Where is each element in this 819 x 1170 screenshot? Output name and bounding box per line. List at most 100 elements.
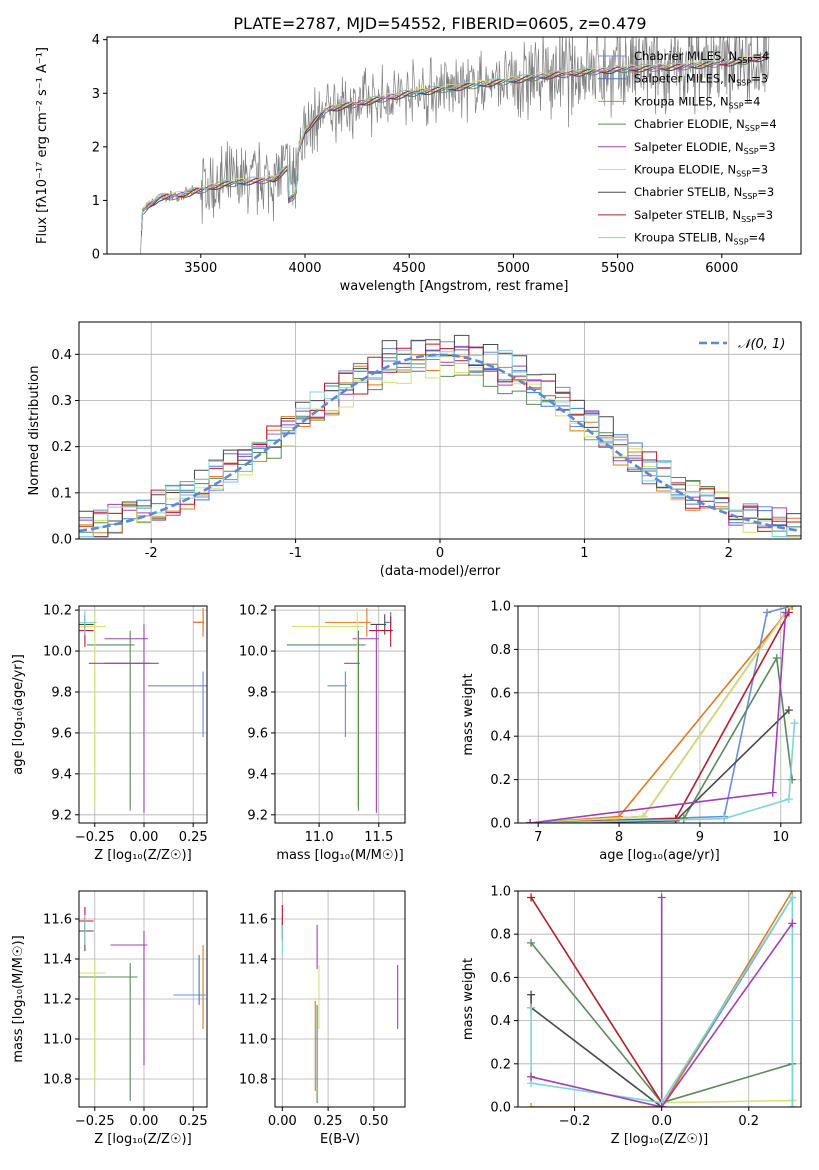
y-tick-label: 0.4: [51, 348, 72, 363]
y-axis-label: mass weight: [461, 958, 476, 1040]
x-tick-label: −0.25: [75, 1114, 115, 1129]
cumulative-marker: [763, 608, 772, 617]
legend-label: Chabrier STELIB, NSSP=3: [634, 185, 774, 201]
x-tick-label: 2: [725, 546, 733, 561]
cumulative-marker: [527, 893, 536, 902]
y-tick-label: 0.8: [490, 928, 511, 943]
cumulative-marker: [784, 706, 793, 715]
x-axis-label: mass [log₁₀(M/M☉)]: [276, 848, 403, 863]
x-tick-label: 5500: [601, 261, 634, 276]
y-tick-label: 4: [92, 33, 100, 48]
x-tick-label: 4000: [288, 261, 321, 276]
y-tick-label: 11.0: [43, 1033, 72, 1048]
panel-age-vs-mass: 11.0 11.5 9.2 9.4 9.6 9.8 10.0 10.2 mass [log₁₀(…: [239, 604, 406, 863]
plot-area: [281, 905, 399, 1103]
spectrum-legend: Chabrier MILES, NSSP=4 Salpeter MILES, NS…: [598, 49, 777, 247]
axes-frame: [274, 605, 406, 824]
y-tick-label: 0.6: [490, 686, 511, 701]
y-tick-label: 11.2: [239, 993, 268, 1008]
x-tick-label: 0.25: [179, 1114, 208, 1129]
model-line-kroupa_stelib: [140, 52, 770, 232]
x-tick-label: 0: [436, 546, 444, 561]
x-tick-label: 8: [615, 830, 623, 845]
cumulative-marker: [671, 814, 680, 823]
x-tick-label: 0.25: [179, 830, 208, 845]
y-tick-label: 1: [92, 194, 100, 209]
y-tick-label: 3: [92, 87, 100, 102]
panel-mass-vs-extinction: 0.00 0.25 0.50 10.8 11.0 11.2 11.4 11.6 E(B-V): [239, 890, 406, 1147]
observed-spectrum: [140, 37, 770, 254]
legend-label: Kroupa MILES, NSSP=4: [634, 94, 760, 110]
cumulative-line-pink_component: [530, 612, 787, 823]
x-tick-label: 0.00: [130, 1114, 159, 1129]
y-axis-label: Normed distribution: [27, 366, 42, 496]
panel-cumulative-mass-weight-vs-metallicity: −0.2 0.0 0.2 0.0 0.2 0.4 0.6 0.8 1.0 Z [log₁₀(Z/Z…: [461, 885, 802, 1147]
normal-legend-label: 𝒩(0, 1): [738, 337, 785, 352]
y-tick-label: 0.2: [490, 773, 511, 788]
y-axis-label: mass [log₁₀(M/M☉)]: [11, 935, 26, 1062]
y-tick-label: 0.2: [51, 440, 72, 455]
cumulative-marker: [657, 1103, 666, 1107]
axes-frame: [517, 605, 802, 824]
legend-label: Salpeter MILES, NSSP=3: [634, 72, 768, 88]
y-tick-label: 11.0: [239, 1033, 268, 1048]
x-tick-label: 10: [773, 830, 790, 845]
cumulative-line-salpeter_stelib: [530, 612, 790, 823]
plot-area: [286, 608, 393, 813]
y-tick-label: 10.8: [239, 1073, 268, 1088]
y-tick-label: 11.6: [239, 913, 268, 928]
cumulative-marker: [784, 795, 793, 804]
cumulative-marker: [788, 1103, 797, 1107]
x-tick-label: 5000: [497, 261, 530, 276]
cumulative-marker: [781, 608, 790, 617]
x-tick-label: 0.25: [314, 1114, 343, 1129]
model-line-kroupa_miles: [140, 52, 770, 232]
panel-residual-histogram: -2 -1 0 1 2 0.0 0.1 0.2 0.3 0.4 (data-model)/error…: [27, 321, 802, 579]
y-tick-label: 9.2: [51, 808, 72, 823]
x-tick-label: 11.0: [305, 830, 334, 845]
y-tick-label: 11.4: [239, 953, 268, 968]
x-tick-label: 6000: [705, 261, 738, 276]
x-axis-label: Z [log₁₀(Z/Z☉)]: [94, 848, 191, 863]
legend-label: Kroupa ELODIE, NSSP=3: [634, 163, 768, 179]
y-tick-label: 0.6: [490, 971, 511, 986]
y-tick-label: 0.4: [490, 1014, 511, 1029]
y-tick-label: 0.2: [490, 1057, 511, 1072]
cumulative-marker: [527, 938, 536, 947]
y-tick-label: 0.0: [490, 817, 511, 832]
cumulative-marker: [786, 606, 795, 610]
panel-cumulative-mass-weight-vs-age: 7 8 9 10 0.0 0.2 0.4 0.6 0.8 1.0 age [log₁₀(age/yr…: [461, 600, 802, 863]
y-tick-label: 0.1: [51, 486, 72, 501]
x-tick-label: 0.50: [359, 1114, 388, 1129]
legend-label: Kroupa STELIB, NSSP=4: [634, 231, 765, 247]
x-axis-label: Z [log₁₀(Z/Z☉)]: [94, 1132, 191, 1147]
x-tick-label: −0.2: [559, 1114, 591, 1129]
cumulative-line-kroupa_miles: [531, 891, 793, 1107]
panel-spectrum: 3500 4000 4500 5000 5500 6000 0 1 2 3 4 wavelength …: [35, 33, 802, 294]
cumulative-marker: [788, 919, 797, 928]
cumulative-marker: [788, 606, 797, 610]
legend-label: Chabrier MILES, NSSP=4: [634, 49, 769, 65]
y-tick-label: 9.8: [51, 685, 72, 700]
cumulative-line-salpeter_stelib: [530, 897, 663, 1104]
x-tick-label: 4500: [393, 261, 426, 276]
y-tick-label: 9.4: [247, 767, 268, 782]
legend-label: Salpeter STELIB, NSSP=3: [634, 208, 773, 224]
x-tick-label: 7: [534, 830, 542, 845]
cumulative-marker: [527, 1003, 536, 1012]
cumulative-marker: [768, 788, 777, 797]
y-tick-label: 9.2: [247, 808, 268, 823]
x-tick-label: -2: [145, 546, 158, 561]
figure-title: PLATE=2787, MJD=54552, FIBERID=0605, z=0…: [233, 14, 646, 33]
y-tick-label: 10.0: [43, 645, 72, 660]
x-tick-label: −0.25: [75, 830, 115, 845]
model-line-salpeter_stelib: [140, 53, 770, 231]
y-tick-label: 0.0: [490, 1101, 511, 1116]
x-axis-label: Z [log₁₀(Z/Z☉)]: [611, 1132, 708, 1147]
cumulative-line-chabrier_stelib: [530, 994, 663, 1107]
y-tick-label: 10.8: [43, 1073, 72, 1088]
y-tick-label: 10.0: [239, 645, 268, 660]
cumulative-marker: [788, 775, 797, 784]
cumulative-marker: [772, 654, 781, 663]
axes-frame: [78, 605, 208, 824]
